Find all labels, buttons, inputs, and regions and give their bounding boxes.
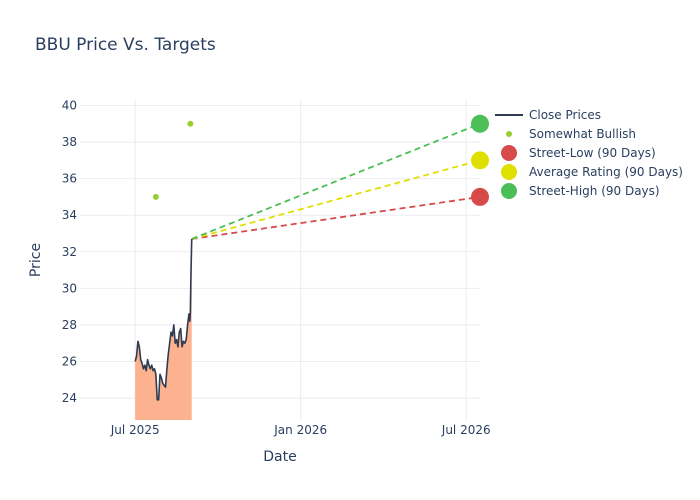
target-average-line [191, 159, 481, 240]
y-tick-label: 40 [62, 98, 77, 112]
target-low-line [191, 196, 481, 240]
somewhat-bullish-point [187, 120, 194, 127]
legend-label-low: Street-Low (90 Days) [529, 146, 656, 160]
tick-layer: 24 26 28 30 32 34 36 38 40 Jul 2025 Jan 2026 Jul 20… [62, 98, 491, 437]
close-price-line [134, 238, 193, 401]
y-tick-label: 36 [62, 172, 77, 186]
y-tick-label: 38 [62, 135, 77, 149]
marker-layer [152, 114, 489, 206]
target-layer [191, 122, 481, 240]
line-layer [134, 238, 193, 401]
legend-swatch-low [501, 145, 517, 161]
x-tick-label: Jan 2026 [273, 423, 327, 437]
x-axis-title: Date [263, 449, 296, 465]
legend-swatch-bullish [506, 131, 512, 137]
y-tick-label: 28 [62, 318, 77, 332]
y-tick-label: 30 [62, 281, 77, 295]
legend-label-close: Close Prices [529, 108, 601, 122]
street-low-marker [471, 187, 489, 206]
legend-label-average: Average Rating (90 Days) [529, 165, 683, 179]
street-high-marker [471, 114, 489, 133]
x-tick-label: Jul 2026 [441, 423, 491, 437]
legend: Close Prices Somewhat Bullish Street-Low (… [495, 108, 683, 199]
y-tick-label: 34 [62, 208, 77, 222]
x-tick-label: Jul 2025 [110, 423, 160, 437]
chart-title: BBU Price Vs. Targets [35, 35, 216, 55]
street-average-marker [471, 151, 489, 170]
legend-swatch-average [501, 164, 517, 180]
target-high-line [191, 122, 481, 240]
close-price-area [135, 238, 192, 420]
y-tick-label: 32 [62, 245, 77, 259]
legend-label-bullish: Somewhat Bullish [529, 127, 636, 141]
y-axis-title: Price [28, 243, 44, 277]
fill-layer [135, 238, 192, 420]
legend-label-high: Street-High (90 Days) [529, 184, 660, 198]
somewhat-bullish-point [152, 193, 159, 200]
y-tick-label: 24 [62, 391, 77, 405]
y-tick-label: 26 [62, 354, 77, 368]
legend-swatch-high [501, 183, 517, 199]
